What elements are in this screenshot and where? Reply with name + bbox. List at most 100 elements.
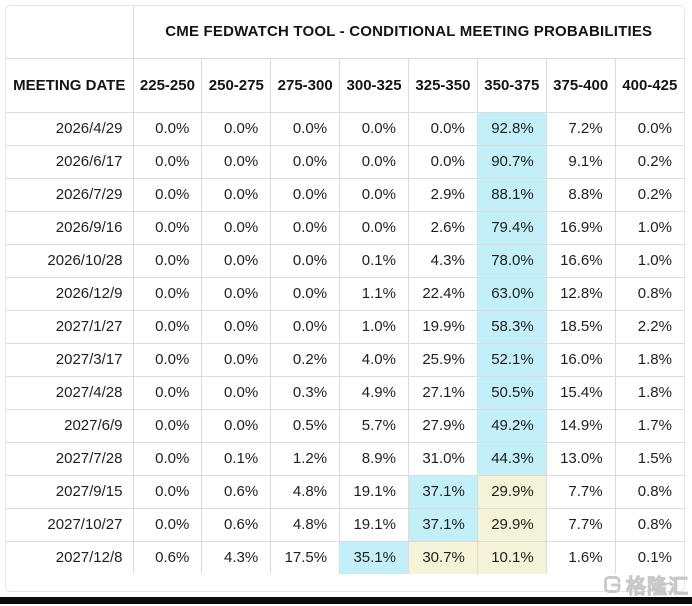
probability-cell: 0.0% [270,276,341,311]
probability-cell: 19.1% [339,474,409,509]
probability-cell: 9.1% [545,144,616,179]
table-row: 2027/1/27 0.0% 0.0% 0.0% 1.0% 19.9% 58.3% 18.5%… [6,309,684,344]
probability-cell: 0.0% [201,342,272,377]
probability-cell: 1.8% [614,342,684,377]
probability-cell: 0.0% [339,177,409,212]
rate-bucket-header: 250-275 [201,57,272,113]
probability-cell: 79.4% [476,210,547,245]
probabilities-table: CME FEDWATCH TOOL - CONDITIONAL MEETING … [6,6,684,575]
probability-cell: 1.6% [545,540,616,575]
meeting-date-header: MEETING DATE [6,57,134,113]
table-row: 2027/4/28 0.0% 0.0% 0.3% 4.9% 27.1% 50.5% 15.4%… [6,375,684,410]
probability-cell: 35.1% [339,540,409,575]
probability-cell: 1.0% [339,309,409,344]
table-row: 2026/4/29 0.0% 0.0% 0.0% 0.0% 0.0% 92.8% 7.2% 0.… [6,111,684,146]
probability-cell: 0.0% [132,210,203,245]
probability-cell: 0.0% [132,177,203,212]
probability-cell: 2.2% [614,309,684,344]
probability-cell: 16.0% [545,342,616,377]
probability-cell: 0.0% [201,309,272,344]
meeting-date-cell: 2027/3/17 [6,342,134,377]
table-row: 2027/10/27 0.0% 0.6% 4.8% 19.1% 37.1% 29.9% 7.7… [6,507,684,542]
probability-cell: 27.9% [408,408,478,443]
probability-cell: 0.8% [614,474,684,509]
probability-cell: 90.7% [476,144,547,179]
probability-cell: 37.1% [408,474,478,509]
probability-cell: 0.0% [201,210,272,245]
probability-cell: 7.2% [545,111,616,146]
probability-cell: 4.3% [201,540,272,575]
probability-cell: 19.9% [408,309,478,344]
table-row: 2027/12/8 0.6% 4.3% 17.5% 35.1% 30.7% 10.1% 1.6… [6,540,684,575]
table-row: 2027/3/17 0.0% 0.0% 0.2% 4.0% 25.9% 52.1% 16.0%… [6,342,684,377]
probability-cell: 27.1% [408,375,478,410]
probability-cell: 14.9% [545,408,616,443]
probability-cell: 12.8% [545,276,616,311]
probability-cell: 29.9% [476,474,547,509]
probability-cell: 8.8% [545,177,616,212]
probability-cell: 0.2% [270,342,341,377]
probability-cell: 58.3% [476,309,547,344]
bottom-bar [0,597,692,604]
probability-cell: 0.0% [270,177,341,212]
probability-cell: 0.0% [132,441,203,476]
probability-cell: 0.0% [339,144,409,179]
probability-cell: 0.0% [201,111,272,146]
probability-cell: 0.0% [132,342,203,377]
table-title: CME FEDWATCH TOOL - CONDITIONAL MEETING … [132,6,684,59]
probability-cell: 4.0% [339,342,409,377]
probability-cell: 0.1% [614,540,684,575]
probability-cell: 2.6% [408,210,478,245]
probability-cell: 0.0% [270,210,341,245]
probability-cell: 49.2% [476,408,547,443]
probability-cell: 7.7% [545,507,616,542]
meeting-date-cell: 2026/6/17 [6,144,134,179]
probability-cell: 16.9% [545,210,616,245]
table-row: 2027/7/28 0.0% 0.1% 1.2% 8.9% 31.0% 44.3% 13.0%… [6,441,684,476]
table-row: 2027/6/9 0.0% 0.0% 0.5% 5.7% 27.9% 49.2% 14.9% 1… [6,408,684,443]
meeting-date-cell: 2026/7/29 [6,177,134,212]
probability-cell: 0.0% [270,309,341,344]
probability-cell: 0.0% [132,309,203,344]
probability-cell: 15.4% [545,375,616,410]
probability-cell: 0.6% [201,474,272,509]
probability-cell: 0.8% [614,507,684,542]
rate-bucket-header: 375-400 [545,57,616,113]
probability-cell: 0.0% [132,408,203,443]
probability-cell: 0.0% [614,111,684,146]
probability-cell: 0.6% [201,507,272,542]
probabilities-table-container: CME FEDWATCH TOOL - CONDITIONAL MEETING … [5,5,685,592]
probability-cell: 0.1% [339,243,409,278]
probability-cell: 1.0% [614,243,684,278]
rate-bucket-header: 300-325 [339,57,409,113]
probability-cell: 1.7% [614,408,684,443]
probability-cell: 31.0% [408,441,478,476]
rate-bucket-header: 225-250 [132,57,203,113]
meeting-date-cell: 2027/12/8 [6,540,134,575]
meeting-date-cell: 2027/10/27 [6,507,134,542]
probability-cell: 30.7% [408,540,478,575]
meeting-date-cell: 2026/4/29 [6,111,134,146]
probability-cell: 4.8% [270,507,341,542]
table-row: 2026/12/9 0.0% 0.0% 0.0% 1.1% 22.4% 63.0% 12.8%… [6,276,684,311]
probability-cell: 29.9% [476,507,547,542]
rate-header-row: MEETING DATE 225-250 250-275 275-300 300-32… [6,57,684,113]
probability-cell: 0.5% [270,408,341,443]
probability-cell: 0.0% [201,408,272,443]
probability-cell: 0.0% [132,507,203,542]
probability-cell: 22.4% [408,276,478,311]
rate-bucket-header: 325-350 [408,57,478,113]
probability-cell: 0.0% [132,375,203,410]
meeting-date-cell: 2026/10/28 [6,243,134,278]
probability-cell: 4.9% [339,375,409,410]
meeting-date-cell: 2026/9/16 [6,210,134,245]
probability-cell: 0.0% [270,111,341,146]
probability-cell: 4.3% [408,243,478,278]
probability-cell: 37.1% [408,507,478,542]
probability-cell: 8.9% [339,441,409,476]
probability-cell: 0.0% [201,177,272,212]
probability-cell: 52.1% [476,342,547,377]
probability-cell: 1.5% [614,441,684,476]
probability-cell: 0.0% [339,111,409,146]
probability-cell: 88.1% [476,177,547,212]
